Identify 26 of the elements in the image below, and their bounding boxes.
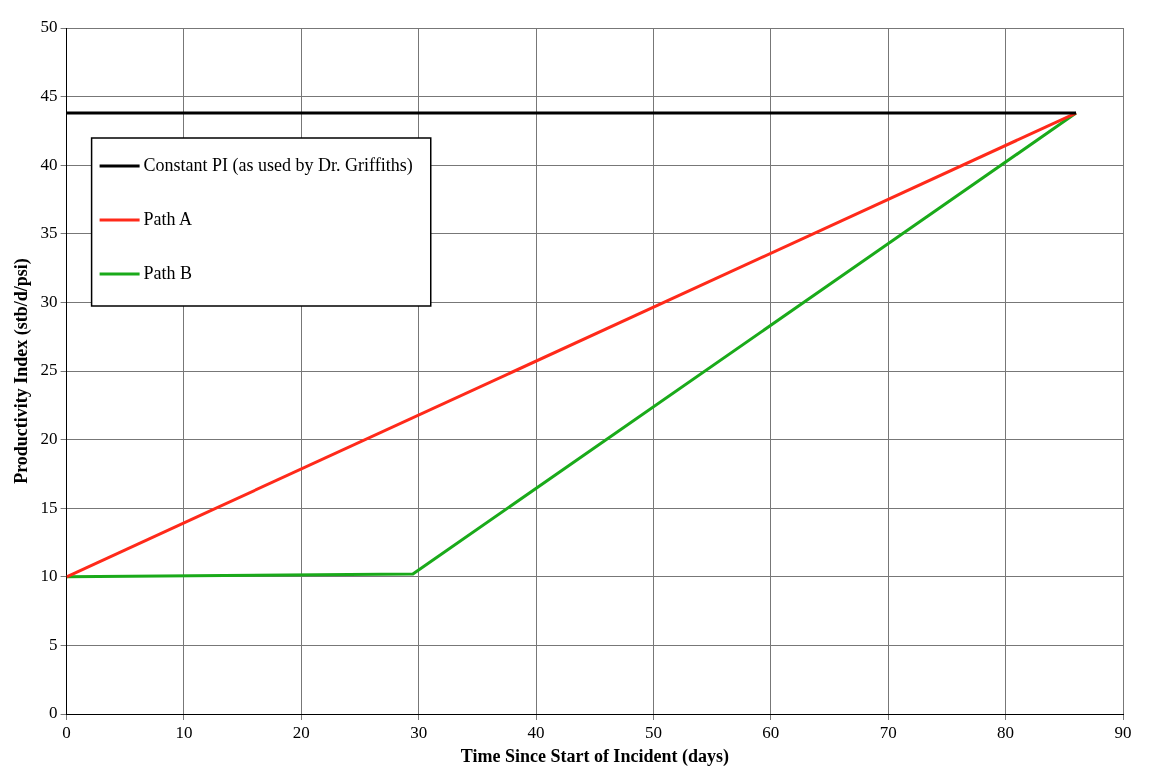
x-tick-label: 0 <box>62 722 71 742</box>
y-tick-label: 25 <box>40 360 58 380</box>
legend-label: Path B <box>143 262 193 283</box>
y-tick-label: 10 <box>40 566 58 586</box>
x-axis-title: Time Since Start of Incident (days) <box>460 745 729 767</box>
x-tick-label: 60 <box>762 722 780 742</box>
x-tick-label: 20 <box>292 722 310 742</box>
y-tick-label: 30 <box>40 291 58 311</box>
y-tick-label: 45 <box>40 86 58 106</box>
y-tick-label: 5 <box>49 634 58 654</box>
x-tick-label: 80 <box>997 722 1015 742</box>
x-tick-label: 70 <box>879 722 897 742</box>
x-tick-label: 30 <box>410 722 428 742</box>
y-tick-label: 20 <box>40 429 58 449</box>
y-tick-label: 15 <box>40 497 58 517</box>
x-tick-label: 90 <box>1114 722 1132 742</box>
x-tick-label: 10 <box>175 722 193 742</box>
x-tick-label: 40 <box>527 722 545 742</box>
y-axis-title: Productivity Index (stb/d/psi) <box>11 258 33 484</box>
x-tick-label: 50 <box>644 722 662 742</box>
legend-label: Path A <box>143 208 193 229</box>
y-tick-label: 40 <box>40 154 58 174</box>
y-tick-label: 50 <box>40 17 58 37</box>
y-tick-label: 35 <box>40 223 58 243</box>
y-tick-label: 0 <box>49 703 58 723</box>
legend-label: Constant PI (as used by Dr. Griffiths) <box>143 154 413 176</box>
